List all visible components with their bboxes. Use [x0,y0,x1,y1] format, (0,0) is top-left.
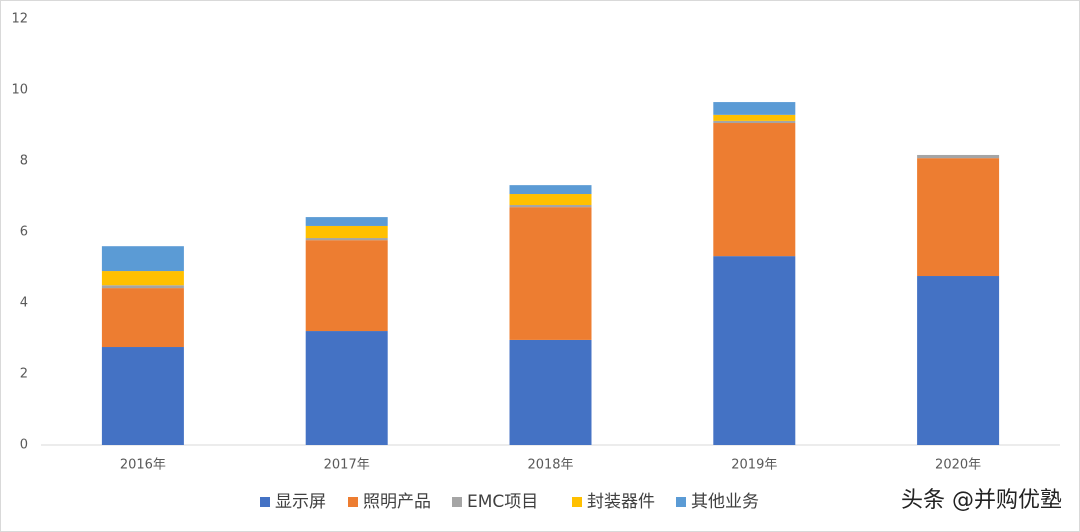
bar-segment [713,102,796,115]
y-tick-label: 8 [20,154,28,169]
y-tick-label: 4 [20,296,28,311]
bar-segment [305,217,388,226]
legend-label: 照明产品 [363,492,431,512]
y-tick-label: 10 [11,83,28,98]
bar-segment [101,271,184,286]
x-tick-label: 2017年 [324,458,370,473]
legend-label: EMC项目 [467,492,538,512]
bar-segment [509,207,592,340]
x-tick-label: 2018年 [527,458,573,473]
x-tick-label: 2020年 [935,458,981,473]
bar-segment [917,276,1000,445]
legend-swatch [572,497,582,507]
bar-segment [305,238,388,241]
bar-segment [305,240,388,332]
y-tick-label: 2 [20,367,28,382]
legend-swatch [260,497,270,507]
y-tick-label: 6 [20,225,28,240]
bar-segment [509,205,592,208]
x-tick-label: 2016年 [120,458,166,473]
bar-segment [509,185,592,195]
legend-label: 其他业务 [691,492,759,512]
bar-segment [917,158,1000,277]
bar-segment [509,194,592,206]
bar-segment [101,347,184,445]
legend-swatch [676,497,686,507]
legend-label: 显示屏 [275,492,326,512]
legend-label: 封装器件 [587,492,655,512]
bar-segment [101,246,184,272]
bar-segment [101,285,184,289]
bar-segment [713,120,796,124]
watermark: 头条 @并购优塾 [901,488,1062,513]
legend-swatch [348,497,358,507]
bar-segment [917,154,1000,159]
bar-segment [713,123,796,257]
bar-segment [305,225,388,239]
bar-segment [713,114,796,121]
bar-segment [305,331,388,445]
bar-segment [509,339,592,445]
bar-segment [713,256,796,445]
y-tick-label: 0 [20,438,28,453]
x-tick-label: 2019年 [731,458,777,473]
bar-segment [101,288,184,348]
y-tick-label: 12 [11,12,28,27]
legend-swatch [452,497,462,507]
